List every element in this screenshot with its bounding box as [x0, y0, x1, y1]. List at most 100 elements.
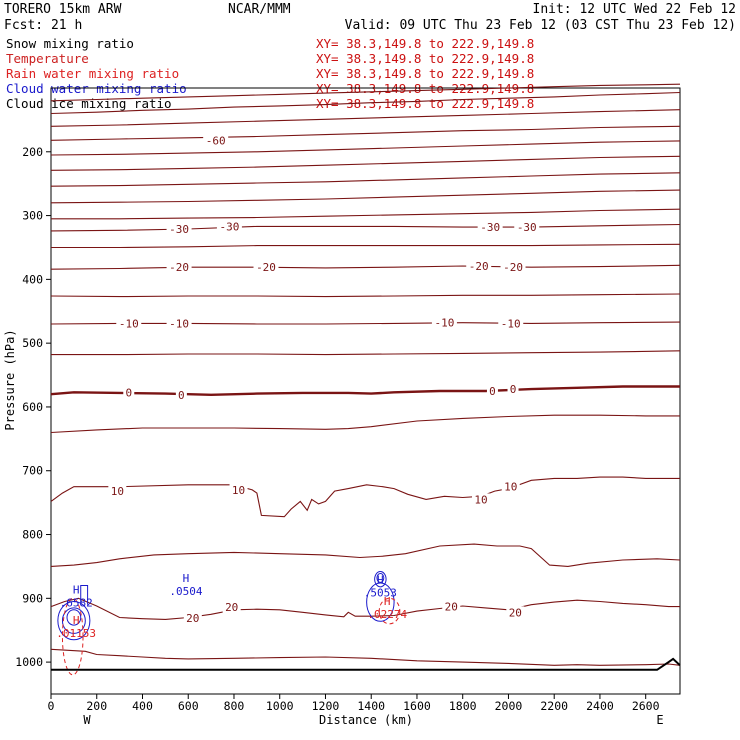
- isotherm-label-bg: [501, 480, 520, 493]
- legend-field-xy: XY= 38.3,149.8 to 222.9,149.8: [316, 36, 534, 51]
- isotherm-label-bg: [486, 385, 498, 397]
- isotherm-label-bg: [175, 388, 187, 401]
- cloud-water-contour: [366, 582, 395, 622]
- isotherm-line: [50, 172, 681, 187]
- forecast-hour: Fcst: 21 h: [4, 18, 82, 33]
- isotherm-label-bg: [472, 493, 491, 506]
- legend-field-xy: XY= 38.3,149.8 to 222.9,149.8: [316, 96, 534, 111]
- isotherm-label: 20: [509, 606, 522, 619]
- legend-field-name: Temperature: [6, 51, 89, 66]
- plot-frame: [50, 87, 681, 695]
- isotherm-line: [50, 476, 680, 518]
- isotherm-line: [50, 125, 681, 141]
- isotherm-label: -30: [219, 220, 239, 233]
- isotherm-lines: [50, 83, 681, 666]
- isotherm-label: 10: [232, 484, 245, 497]
- terrain-line: [51, 657, 681, 671]
- model-title: TORERO 15km ARW: [4, 2, 122, 17]
- isotherm-line: [50, 91, 681, 115]
- isotherm-label: -30: [480, 221, 500, 234]
- x-tick-label: 200: [86, 699, 107, 713]
- isotherm-label-bg: [183, 612, 202, 625]
- isotherm-label-bg: [431, 316, 457, 329]
- zero-isotherm: [50, 385, 680, 397]
- isotherm-line: [51, 208, 681, 220]
- x-tick-label: 2400: [586, 699, 614, 713]
- cloud-water-contour: [61, 607, 86, 634]
- valid-time: Valid: 09 UTC Thu 23 Feb 12 (03 CST Thu …: [345, 18, 736, 33]
- isotherm-line: [50, 597, 680, 620]
- isotherm-label-bg: [216, 220, 242, 233]
- isotherm-label: 0: [178, 389, 185, 402]
- x-tick-label: 1000: [266, 699, 294, 713]
- isotherm-label-bg: [466, 259, 492, 272]
- isotherm-label: -20: [256, 261, 276, 274]
- isotherm-label-bg: [253, 261, 279, 274]
- isotherm-label: -10: [501, 317, 521, 330]
- legend-field-xy: XY= 38.3,149.8 to 222.9,149.8: [316, 51, 534, 66]
- x-tick-label: 1200: [312, 699, 340, 713]
- max-marker: H: [183, 572, 190, 585]
- isotherm-line: [50, 155, 681, 171]
- isotherm-line: [50, 293, 681, 298]
- y-tick-label: 600: [22, 400, 43, 414]
- isotherm-label: 10: [474, 493, 487, 506]
- isotherm-line: [50, 109, 681, 127]
- isotherm-label-bg: [229, 483, 248, 496]
- max-value: .0504: [169, 585, 202, 598]
- x-tick-label: 1400: [357, 699, 385, 713]
- isotherm-label-bg: [514, 221, 540, 234]
- isotherm-label-bg: [123, 386, 135, 399]
- x-tick-label: 2000: [495, 699, 523, 713]
- isotherm-label: -20: [169, 261, 189, 274]
- x-tick-label: 0: [48, 699, 55, 713]
- isotherm-line: [50, 648, 681, 666]
- isotherm-label: 0: [125, 386, 132, 399]
- rain-contour: [61, 597, 84, 676]
- max-marker: H: [73, 584, 80, 597]
- max-value: .01153: [56, 627, 96, 640]
- isotherm-line: [50, 223, 681, 232]
- terrain-surface: [51, 657, 681, 671]
- x-tick-label: 800: [224, 699, 245, 713]
- init-time: Init: 12 UTC Wed 22 Feb 12: [533, 2, 737, 17]
- isotherm-label: 0: [489, 385, 496, 398]
- isotherm-label: -30: [169, 223, 189, 236]
- isotherm-label: 0: [510, 383, 517, 396]
- isotherm-line: [50, 83, 681, 102]
- isotherm-line: [50, 543, 681, 567]
- y-axis-label: Pressure (hPa): [3, 329, 17, 430]
- isotherm-line: [50, 414, 680, 434]
- x-tick-label: 2600: [632, 699, 660, 713]
- isotherm-label-bg: [108, 485, 127, 498]
- x-tick-label: 1800: [449, 699, 477, 713]
- max-value: .5053: [364, 586, 397, 599]
- max-value: .02274: [367, 608, 407, 621]
- isotherm-label-bg: [442, 600, 461, 613]
- west-label: W: [83, 713, 91, 727]
- isotherm-label-bg: [222, 601, 241, 614]
- isotherm-label: -20: [503, 261, 523, 274]
- isotherm-line: [50, 140, 681, 156]
- y-tick-label: 900: [22, 591, 43, 605]
- isotherm-label: -10: [169, 317, 189, 330]
- isotherm-label-bg: [498, 317, 524, 330]
- isotherm-label: 20: [186, 612, 199, 625]
- isotherm-label: -30: [517, 221, 537, 234]
- isotherm-label-bg: [166, 317, 192, 330]
- x-tick-label: 2200: [540, 699, 568, 713]
- isotherm-label-bg: [500, 261, 526, 274]
- isotherm-line: [50, 189, 681, 204]
- max-marker: H: [377, 573, 384, 586]
- cloud-water-contour: [376, 572, 385, 583]
- cloud-water-contour: [80, 585, 89, 605]
- y-tick-label: 500: [22, 336, 43, 350]
- legend-field-name: Cloud ice mixing ratio: [6, 96, 172, 111]
- legend-field-name: Snow mixing ratio: [6, 36, 134, 51]
- x-tick-label: 400: [132, 699, 153, 713]
- rain-contour: [378, 597, 401, 625]
- y-tick-label: 400: [22, 272, 43, 286]
- isotherm-label: -10: [119, 317, 139, 330]
